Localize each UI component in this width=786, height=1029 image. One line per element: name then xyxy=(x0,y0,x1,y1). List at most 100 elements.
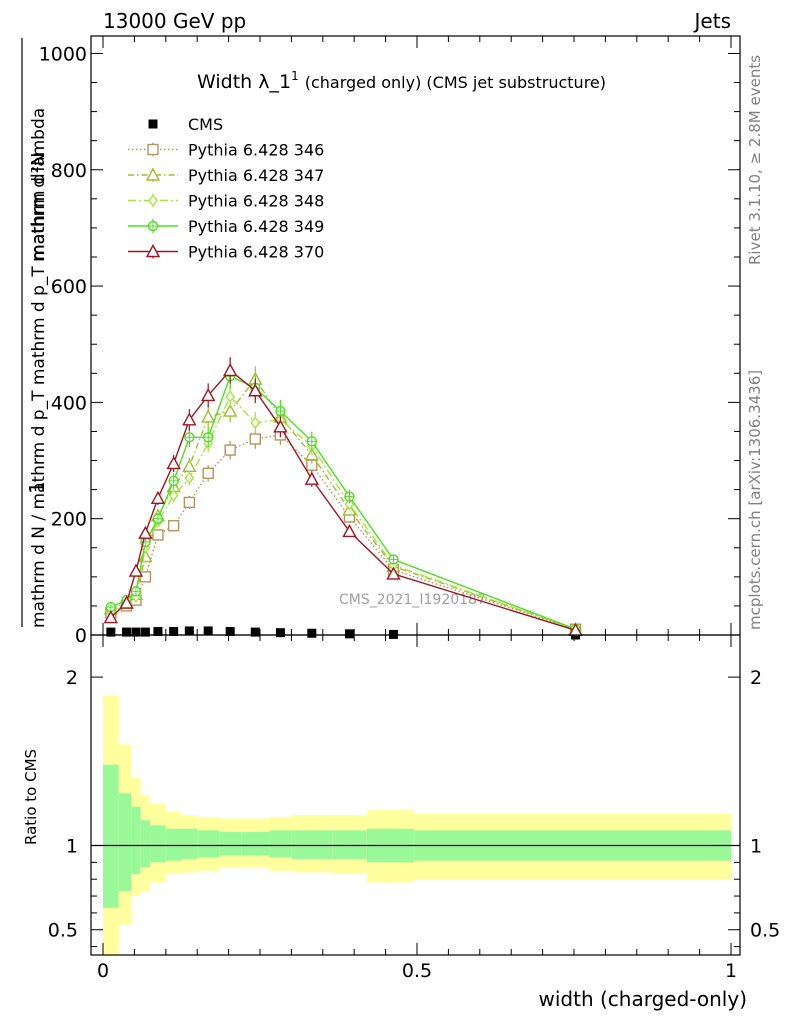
legend-marker xyxy=(147,143,159,156)
legend-entry: Pythia 6.428 370 xyxy=(128,243,324,262)
ratio-inner-band xyxy=(131,806,141,875)
data-point xyxy=(201,387,216,402)
ratio-inner-band xyxy=(241,832,270,856)
legend-entry: CMS xyxy=(148,115,223,134)
legend-label: Pythia 6.428 370 xyxy=(188,243,324,262)
data-point xyxy=(307,628,317,638)
xlabel: width (charged-only) xyxy=(539,987,747,1011)
legend-label: Pythia 6.428 346 xyxy=(188,141,324,160)
data-point xyxy=(225,390,236,403)
ratio-inner-band xyxy=(332,830,367,859)
data-point xyxy=(275,405,286,417)
series-line xyxy=(110,395,576,630)
ylabel-top: 1 xyxy=(25,481,49,494)
ratio-plot-frame xyxy=(90,634,741,956)
main-title-text: Width λ_1 xyxy=(197,71,291,93)
data-point xyxy=(225,627,235,637)
data-point xyxy=(250,627,260,637)
data-point xyxy=(250,416,261,429)
legend-marker xyxy=(145,244,161,258)
legend-marker xyxy=(148,119,158,129)
ratio-inner-band xyxy=(165,828,182,861)
legend-marker xyxy=(147,220,159,232)
watermark: CMS_2021_I1920187 xyxy=(339,592,486,608)
data-point xyxy=(184,471,195,485)
data-point xyxy=(153,627,163,637)
data-point xyxy=(138,525,153,539)
data-point xyxy=(304,471,319,485)
header-left: 13000 GeV pp xyxy=(103,9,246,33)
ratio-y-tick-label: 1 xyxy=(750,836,762,858)
ratio-inner-band xyxy=(219,832,242,856)
data-point xyxy=(202,432,214,443)
legend-label: Pythia 6.428 348 xyxy=(188,192,324,211)
x-tick-label: 1 xyxy=(725,960,737,982)
data-point xyxy=(224,444,236,456)
ratio-inner-band xyxy=(269,830,292,858)
ratio-y-tick-label: 2 xyxy=(750,667,762,689)
data-point xyxy=(386,566,401,580)
ratio-y-tick-label: 0.5 xyxy=(48,920,78,942)
legend-marker xyxy=(145,167,161,181)
legend-label: Pythia 6.428 347 xyxy=(188,166,324,185)
ratio-inner-band xyxy=(181,828,198,859)
data-point xyxy=(201,409,216,423)
ratio-ylabel: Ratio to CMS xyxy=(22,749,40,845)
y-tick-label: 800 xyxy=(51,160,87,182)
legend-entry: Pythia 6.428 348 xyxy=(128,192,324,211)
data-point xyxy=(168,489,179,502)
data-point xyxy=(248,383,263,397)
data-point xyxy=(169,627,179,637)
data-point xyxy=(184,626,194,636)
y-tick-label: 200 xyxy=(51,509,87,531)
ylabel-denominator: mathrm d N / mathrm d p_T mathrm d p_T m… xyxy=(29,108,49,628)
data-point xyxy=(222,403,238,417)
ratio-inner-band xyxy=(118,793,132,891)
data-point xyxy=(103,610,119,624)
data-point xyxy=(168,475,179,487)
main-title-rest: (charged only) (CMS jet substructure) xyxy=(305,73,606,92)
ratio-inner-band xyxy=(140,820,151,868)
data-point xyxy=(140,627,150,637)
ratio-y-tick-label: 1 xyxy=(66,836,78,858)
x-tick-label: 0 xyxy=(97,960,109,982)
data-point xyxy=(184,432,195,443)
y-tick-label: 1000 xyxy=(39,43,87,65)
data-point xyxy=(122,627,132,637)
data-point xyxy=(152,529,164,541)
ratio-y-tick-label: 0.5 xyxy=(750,920,780,942)
data-point xyxy=(130,586,142,597)
data-point xyxy=(273,419,288,433)
legend-marker xyxy=(148,194,158,207)
data-point xyxy=(152,513,164,524)
ratio-inner-band xyxy=(197,830,220,858)
data-point xyxy=(388,554,399,565)
data-point xyxy=(203,626,213,636)
ratio-y-tick-label: 2 xyxy=(66,667,78,689)
data-point xyxy=(249,433,261,445)
legend-label: CMS xyxy=(188,115,223,134)
data-point xyxy=(306,436,318,447)
data-point xyxy=(166,455,181,470)
series-pythia-6-428-370 xyxy=(103,357,583,637)
data-point xyxy=(167,519,180,532)
y-tick-label: 400 xyxy=(51,392,87,414)
mcplots-label: mcplots.cern.ch [arXiv:1306.3436] xyxy=(746,370,764,630)
data-point xyxy=(150,490,166,505)
data-point xyxy=(139,571,152,583)
ylabel-numerator: mathrm d²N xyxy=(28,153,49,262)
main-title-sup: 1 xyxy=(291,69,299,83)
data-point xyxy=(222,362,238,377)
ratio-inner-band xyxy=(150,825,166,863)
legend-entry: Pythia 6.428 349 xyxy=(128,217,324,236)
ratio-inner-band xyxy=(291,830,333,859)
legend-label: Pythia 6.428 349 xyxy=(188,217,324,236)
data-point xyxy=(106,627,116,637)
data-point xyxy=(131,627,141,637)
data-point xyxy=(202,467,214,480)
y-tick-label: 0 xyxy=(75,625,87,647)
legend-entry: Pythia 6.428 346 xyxy=(128,141,324,160)
ratio-inner-band xyxy=(103,764,119,908)
legend-entry: Pythia 6.428 347 xyxy=(128,166,324,185)
